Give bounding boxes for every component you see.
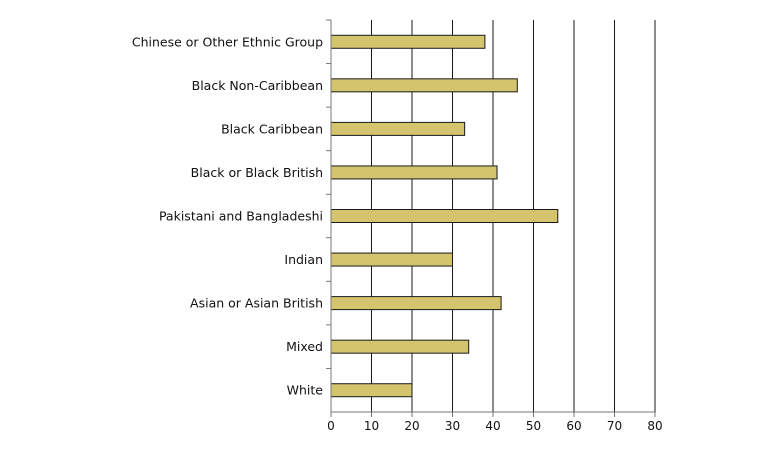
bar xyxy=(330,165,498,180)
x-tick-label: 20 xyxy=(404,419,419,433)
x-tick-label: 40 xyxy=(485,419,500,433)
bar xyxy=(330,252,453,267)
axes xyxy=(326,19,656,417)
x-tick-label: 10 xyxy=(364,419,379,433)
x-tick-label: 60 xyxy=(566,419,581,433)
category-label: Black Caribbean xyxy=(221,121,323,136)
category-label: Chinese or Other Ethnic Group xyxy=(132,34,323,49)
bar xyxy=(330,34,486,49)
x-tick-label: 30 xyxy=(445,419,460,433)
x-tick-label: 0 xyxy=(327,419,335,433)
category-label: Black or Black British xyxy=(191,165,323,180)
category-label: Mixed xyxy=(286,339,323,354)
bar xyxy=(330,383,413,398)
x-tick-label: 80 xyxy=(647,419,662,433)
category-label: Black Non-Caribbean xyxy=(192,78,323,93)
category-label: White xyxy=(287,383,324,398)
bar xyxy=(330,78,518,93)
bars xyxy=(330,34,559,398)
tick-labels: 0 10 20 30 40 50 60 70 80 xyxy=(327,419,662,433)
category-label: Asian or Asian British xyxy=(190,296,323,311)
bar xyxy=(330,209,559,223)
bar xyxy=(330,339,470,354)
category-label: Pakistani and Bangladeshi xyxy=(159,209,323,224)
category-label: Indian xyxy=(284,252,323,267)
x-tick-label: 50 xyxy=(526,419,541,433)
category-labels: Chinese or Other Ethnic Group Black Non-C… xyxy=(132,34,323,397)
x-tick-label: 70 xyxy=(607,419,622,433)
bar xyxy=(330,296,502,311)
bar xyxy=(330,121,466,136)
